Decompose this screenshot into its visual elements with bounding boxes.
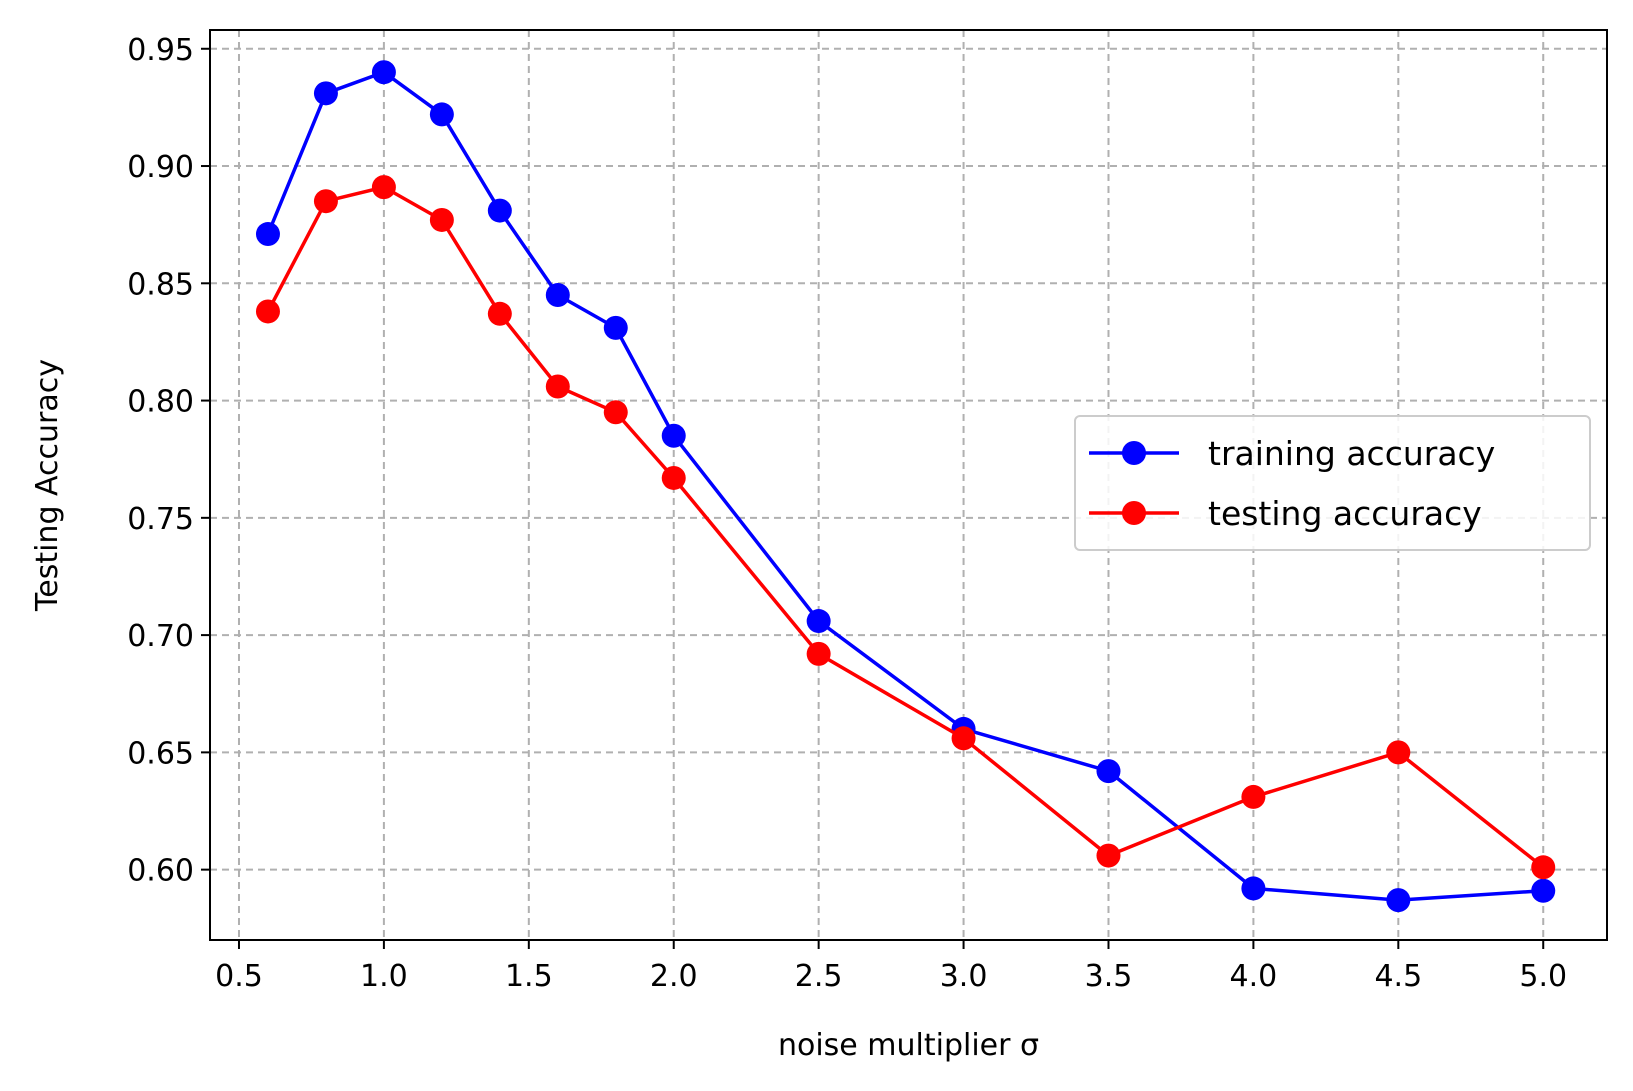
data-point (487, 301, 512, 326)
data-point (661, 423, 686, 448)
x-tick-label: 3.5 (1085, 959, 1133, 994)
legend-label: testing accuracy (1208, 494, 1482, 533)
x-tick-label: 2.5 (795, 959, 843, 994)
data-point (371, 175, 396, 200)
legend-marker (1122, 501, 1146, 525)
data-point (313, 189, 338, 214)
data-point (806, 641, 831, 666)
y-tick-label: 0.60 (127, 854, 194, 889)
y-tick-label: 0.65 (127, 736, 194, 771)
data-point (603, 400, 628, 425)
y-tick-label: 0.90 (127, 150, 194, 185)
x-tick-label: 5.0 (1519, 959, 1567, 994)
legend: training accuracy testing accuracy (1074, 415, 1591, 551)
legend-item: testing accuracy (1089, 494, 1482, 533)
data-point (1531, 855, 1556, 880)
data-point (1241, 784, 1266, 809)
y-tick-label: 0.85 (127, 267, 194, 302)
data-point (371, 60, 396, 85)
data-point (1531, 878, 1556, 903)
x-tick-label: 1.5 (505, 959, 553, 994)
data-point (806, 609, 831, 634)
data-point (951, 726, 976, 751)
data-point (1096, 843, 1121, 868)
series-testing-accuracy (255, 175, 1556, 880)
x-tick-label: 3.0 (940, 959, 988, 994)
data-point (255, 299, 280, 324)
x-tick-label: 0.5 (215, 959, 263, 994)
y-tick-label: 0.95 (127, 33, 194, 68)
data-point (545, 374, 570, 399)
legend-marker (1122, 441, 1146, 465)
plot-frame (209, 29, 1608, 941)
data-point (661, 465, 686, 490)
data-point (487, 198, 512, 223)
x-axis-label: noise multiplier σ (778, 1028, 1039, 1063)
x-tick-label: 1.0 (360, 959, 408, 994)
y-axis: 0.60 0.65 0.70 0.75 0.80 0.85 0.90 0.95 (127, 33, 210, 889)
data-point (1241, 876, 1266, 901)
y-tick-label: 0.80 (127, 385, 194, 420)
data-point (429, 102, 454, 127)
legend-box (1074, 415, 1591, 551)
x-tick-label: 4.5 (1374, 959, 1422, 994)
data-point (1386, 740, 1411, 765)
data-point (1386, 888, 1411, 913)
data-point (545, 283, 570, 308)
data-point (429, 207, 454, 232)
x-tick-label: 4.0 (1230, 959, 1278, 994)
y-axis-label: Testing Accuracy (30, 359, 65, 612)
data-point (255, 222, 280, 247)
x-tick-label: 2.0 (650, 959, 698, 994)
data-point (603, 315, 628, 340)
series-layer (255, 60, 1556, 913)
y-tick-label: 0.75 (127, 502, 194, 537)
y-tick-label: 0.70 (127, 619, 194, 654)
legend-item: training accuracy (1089, 434, 1495, 473)
x-axis: 0.5 1.0 1.5 2.0 2.5 3.0 3.5 4.0 4.5 5.0 (215, 940, 1567, 994)
data-point (313, 81, 338, 106)
data-point (1096, 759, 1121, 784)
legend-label: training accuracy (1208, 434, 1495, 473)
